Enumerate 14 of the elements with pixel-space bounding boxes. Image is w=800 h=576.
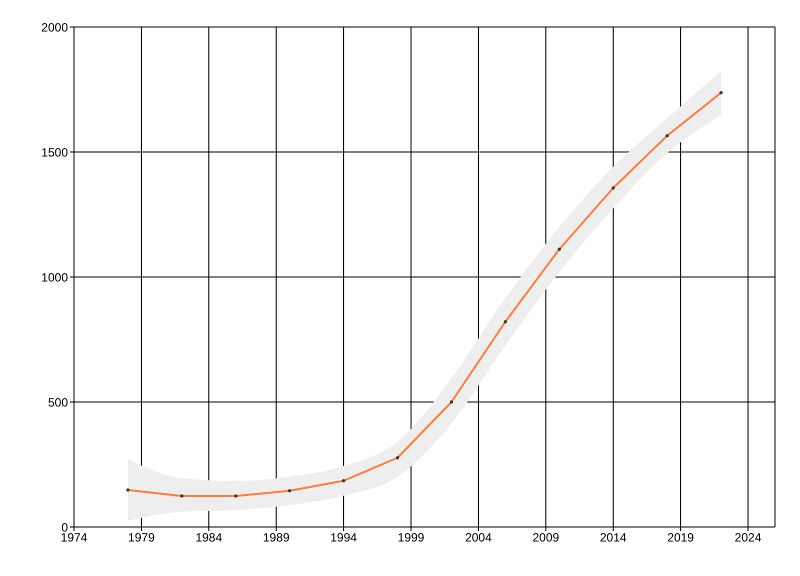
x-tick-label: 2004	[465, 530, 492, 545]
y-tick-label: 500	[48, 395, 68, 410]
x-tick-label: 2024	[734, 530, 762, 545]
y-tick-label: 1500	[41, 145, 68, 160]
y-tick-label: 2000	[41, 20, 68, 34]
x-tick-label: 1984	[195, 530, 222, 545]
x-tick-label: 1989	[262, 530, 290, 545]
x-tick-label: 2009	[532, 530, 560, 545]
x-tick-label: 1999	[398, 530, 425, 545]
x-tick-label: 2019	[667, 530, 694, 545]
x-tick-label: 1979	[128, 530, 156, 545]
x-tick-label: 2014	[600, 530, 627, 545]
y-tick-label: 1000	[41, 270, 68, 284]
x-tick-label: 1994	[330, 530, 358, 545]
